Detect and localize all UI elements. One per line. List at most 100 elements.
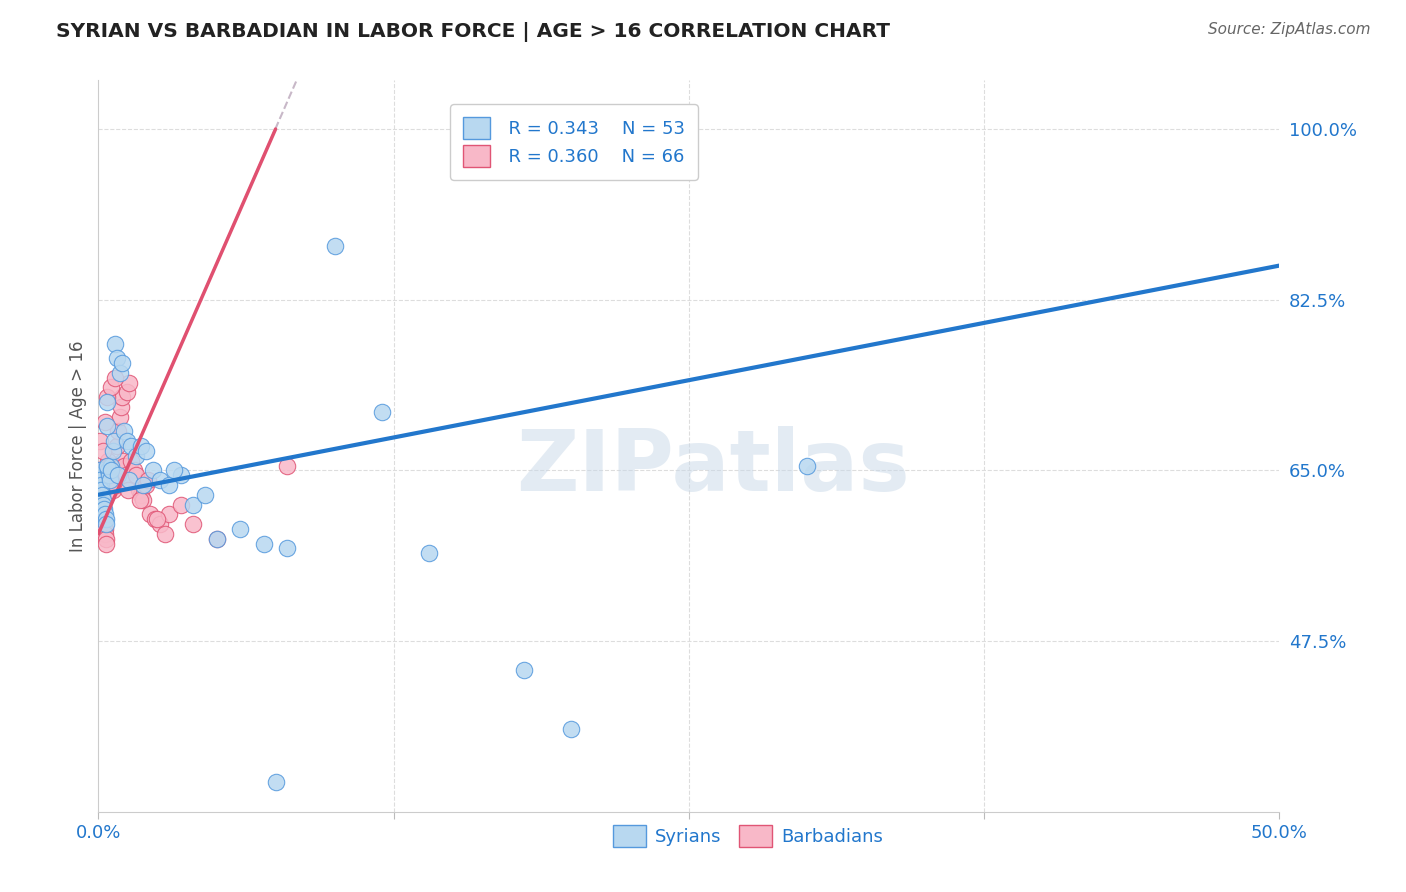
Point bbox=[96, 395, 118, 409]
Point bbox=[117, 483, 139, 497]
Point bbox=[111, 390, 134, 404]
Point bbox=[93, 516, 115, 531]
Point bbox=[128, 492, 150, 507]
Point bbox=[90, 478, 112, 492]
Point bbox=[98, 463, 121, 477]
Point bbox=[97, 453, 120, 467]
Point bbox=[100, 380, 122, 394]
Point bbox=[371, 405, 394, 419]
Point bbox=[111, 356, 134, 370]
Point bbox=[101, 443, 124, 458]
Point bbox=[90, 488, 112, 502]
Point bbox=[112, 453, 135, 467]
Point bbox=[98, 468, 121, 483]
Point bbox=[118, 376, 141, 390]
Y-axis label: In Labor Force | Age > 16: In Labor Force | Age > 16 bbox=[69, 340, 87, 552]
Point bbox=[105, 439, 128, 453]
Point bbox=[112, 458, 135, 473]
Point bbox=[100, 458, 122, 473]
Point bbox=[112, 425, 135, 439]
Point bbox=[89, 463, 111, 477]
Point bbox=[97, 458, 120, 473]
Point bbox=[560, 722, 582, 736]
Point bbox=[93, 508, 115, 522]
Point bbox=[89, 473, 111, 487]
Point bbox=[323, 239, 346, 253]
Point bbox=[94, 508, 117, 522]
Point bbox=[181, 498, 204, 512]
Point bbox=[90, 478, 112, 492]
Point bbox=[157, 478, 180, 492]
Point bbox=[98, 473, 121, 487]
Legend: Syrians, Barbadians: Syrians, Barbadians bbox=[606, 817, 890, 854]
Point bbox=[94, 532, 117, 546]
Point bbox=[89, 463, 111, 477]
Text: SYRIAN VS BARBADIAN IN LABOR FORCE | AGE > 16 CORRELATION CHART: SYRIAN VS BARBADIAN IN LABOR FORCE | AGE… bbox=[56, 22, 890, 42]
Point bbox=[100, 458, 122, 473]
Point bbox=[91, 492, 114, 507]
Point bbox=[94, 415, 117, 429]
Point bbox=[101, 483, 124, 497]
Point bbox=[253, 536, 276, 550]
Point bbox=[89, 473, 111, 487]
Point bbox=[125, 449, 148, 463]
Point bbox=[91, 498, 114, 512]
Point bbox=[796, 458, 818, 473]
Point bbox=[94, 526, 117, 541]
Point bbox=[96, 463, 118, 477]
Point bbox=[98, 468, 121, 483]
Point bbox=[93, 512, 115, 526]
Point bbox=[97, 463, 120, 477]
Point bbox=[108, 366, 131, 380]
Point bbox=[128, 483, 150, 497]
Point bbox=[96, 419, 118, 434]
Point bbox=[91, 502, 114, 516]
Point bbox=[132, 478, 155, 492]
Point bbox=[139, 508, 162, 522]
Point bbox=[96, 536, 118, 550]
Point bbox=[135, 443, 157, 458]
Point bbox=[94, 522, 117, 536]
Point bbox=[105, 351, 128, 366]
Point bbox=[104, 370, 127, 384]
Point bbox=[89, 468, 111, 483]
Point bbox=[110, 400, 132, 414]
Text: ZIPatlas: ZIPatlas bbox=[516, 426, 910, 509]
Point bbox=[91, 488, 114, 502]
Point bbox=[91, 498, 114, 512]
Point bbox=[125, 468, 148, 483]
Point bbox=[96, 390, 118, 404]
Point bbox=[118, 473, 141, 487]
Point bbox=[94, 512, 117, 526]
Point bbox=[94, 516, 117, 531]
Point bbox=[107, 468, 129, 483]
Point bbox=[97, 473, 120, 487]
Point bbox=[129, 488, 152, 502]
Point bbox=[107, 425, 129, 439]
Point bbox=[91, 492, 114, 507]
Point bbox=[105, 478, 128, 492]
Point bbox=[104, 336, 127, 351]
Point bbox=[276, 541, 298, 556]
Point bbox=[136, 473, 159, 487]
Point bbox=[93, 502, 115, 516]
Point bbox=[132, 492, 155, 507]
Point bbox=[90, 483, 112, 497]
Point bbox=[181, 516, 204, 531]
Point bbox=[170, 468, 193, 483]
Point bbox=[96, 468, 118, 483]
Point bbox=[205, 532, 228, 546]
Point bbox=[135, 478, 157, 492]
Point bbox=[264, 775, 287, 789]
Point bbox=[108, 409, 131, 424]
Point bbox=[163, 463, 186, 477]
Point bbox=[96, 458, 118, 473]
Point bbox=[146, 512, 169, 526]
Point bbox=[149, 516, 172, 531]
Point bbox=[194, 488, 217, 502]
Point bbox=[115, 434, 138, 449]
Point bbox=[153, 526, 176, 541]
Point bbox=[157, 508, 180, 522]
Point bbox=[512, 663, 534, 677]
Point bbox=[104, 468, 127, 483]
